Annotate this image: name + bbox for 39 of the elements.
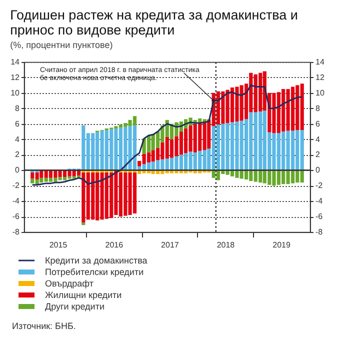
x-tick-label: 2018 [216, 240, 236, 250]
y2-tick-label: -8 [316, 228, 324, 236]
chart-title: Годишен растеж на кредита за домакинства и принос по видове кредити [10, 8, 298, 38]
y-tick-label: 10 [10, 88, 20, 98]
y2-tick-label: 0 [316, 166, 320, 175]
legend-label: Други кредити [45, 302, 104, 312]
y-tick-label: 6 [15, 119, 20, 128]
y2-tick-label: 2 [316, 150, 320, 160]
x-tick-label: 2019 [272, 240, 291, 250]
y-tick-label: -2 [12, 181, 20, 190]
y-tick-label: 4 [15, 134, 20, 144]
legend-label: Жилищни кредити [45, 290, 122, 300]
chart-subtitle: (%, процентни пунктове) [10, 40, 113, 50]
y2-tick-label: -6 [316, 212, 324, 222]
y2-tick-label: 4 [316, 134, 320, 144]
x-tick-label: 2017 [161, 240, 180, 250]
y-tick-label: 0 [15, 166, 20, 175]
y2-tick-label: 14 [316, 58, 325, 66]
y-tick-label: -6 [12, 212, 20, 222]
y2-tick-label: 10 [316, 88, 325, 98]
y2-tick-label: 12 [316, 72, 325, 82]
y2-tick-label: -2 [316, 181, 324, 190]
legend-label: Кредити за домакинства [45, 256, 148, 266]
x-tick-label: 2015 [49, 240, 68, 250]
y-tick-label: 14 [10, 58, 20, 66]
line-series [32, 84, 303, 186]
x-tick-label: 2016 [105, 240, 124, 250]
y2-tick-label: -4 [316, 196, 324, 206]
y-tick-label: -4 [12, 196, 20, 206]
y-tick-label: 2 [15, 150, 20, 160]
y2-tick-label: 8 [316, 104, 320, 113]
legend-label: Овърдрафт [45, 278, 94, 288]
y-tick-label: -8 [12, 228, 20, 236]
legend-label: Потребителски кредити [45, 267, 144, 277]
text: Източник: БНБ. [12, 321, 76, 331]
y2-tick-label: 6 [316, 119, 320, 128]
bar [82, 222, 86, 226]
y-tick-label: 12 [10, 72, 20, 82]
y-tick-label: 8 [15, 104, 20, 113]
